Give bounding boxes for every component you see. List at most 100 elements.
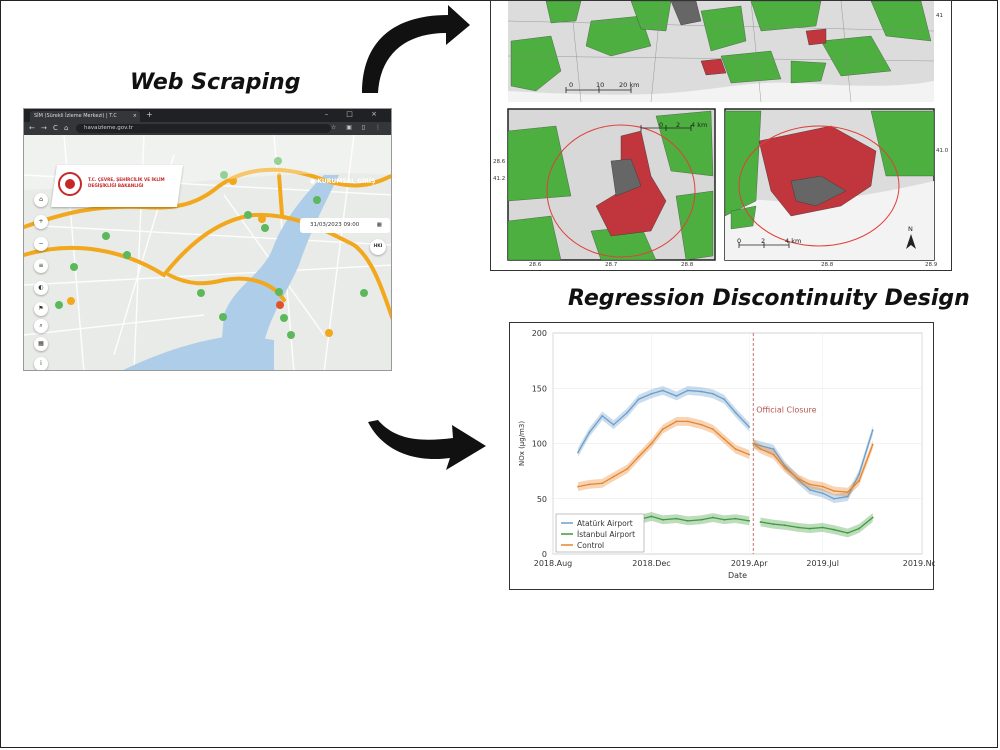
series-line [760, 517, 874, 534]
y-tick-label: 200 [532, 329, 547, 338]
series-point [833, 490, 835, 492]
series-point [626, 411, 629, 414]
rdd-heading: Regression Discontinuity Design [568, 286, 970, 311]
series-point [752, 442, 755, 445]
x-tick-label: 2018.Aug [534, 559, 573, 568]
map-side-button-3[interactable]: ≡ [34, 259, 48, 273]
series-point [675, 517, 678, 520]
map-panel-top [507, 1, 935, 103]
x-tick-label: 2019.Nov [903, 559, 935, 568]
url-input[interactable]: havaizleme.gov.tr [76, 124, 331, 133]
series-point [626, 468, 629, 470]
back-icon[interactable]: ← [29, 124, 35, 132]
x-tick-label: 2019.Jul [806, 559, 839, 568]
bl-lon-label-3: 28.8 [681, 262, 694, 268]
hki-button[interactable]: HKI [370, 239, 386, 255]
series-point [637, 398, 640, 401]
login-label: KURUMSAL GİRİŞ [317, 178, 376, 185]
series-point [577, 451, 579, 454]
series-point [821, 492, 824, 495]
map-side-button-7[interactable]: ▦ [34, 337, 48, 351]
map-side-button-2[interactable]: − [34, 237, 48, 251]
series-point [686, 519, 689, 522]
map-panel-bottom-right [724, 108, 935, 261]
series-point [650, 442, 653, 445]
series-point [734, 448, 737, 450]
top-scale-0: 0 [569, 81, 574, 89]
series-point [661, 428, 664, 431]
map-side-button-1[interactable]: + [34, 215, 48, 229]
map-side-button-5[interactable]: ⚑ [34, 302, 48, 316]
series-point [711, 516, 714, 519]
address-bar-icons[interactable]: ☆ ▣ ▯ ⋮ [330, 124, 385, 131]
series-point [783, 464, 786, 467]
home-icon[interactable]: ⌂ [64, 124, 69, 132]
calendar-icon[interactable]: ▦ [376, 222, 382, 228]
login-link[interactable]: ● KURUMSAL GİRİŞ [310, 178, 376, 185]
top-scale-20: 20 km [619, 81, 640, 89]
legend-label: Control [577, 541, 604, 550]
air-quality-map[interactable]: T.C. ÇEVRE, ŞEHİRCİLİK VE İKLİM DEĞİŞİKL… [24, 135, 391, 370]
series-point [711, 428, 714, 431]
datetime-picker[interactable]: 31/03/2023 09:00 ▦ [300, 218, 390, 233]
series-point [797, 477, 800, 480]
series-point [675, 395, 678, 397]
series-point [734, 517, 737, 520]
bl-lon-label-1: 28.6 [529, 262, 542, 268]
tab-close-icon[interactable]: × [132, 113, 137, 119]
series-point [723, 518, 726, 521]
series-point [772, 523, 775, 526]
north-arrow-icon [906, 234, 916, 249]
series-point [686, 420, 689, 423]
datetime-value: 31/03/2023 09:00 [310, 222, 360, 228]
map-side-button-4[interactable]: ◐ [34, 281, 48, 295]
br-lat-label: 41.0 [936, 148, 949, 154]
ministry-logo [58, 172, 82, 196]
series-point [858, 527, 860, 530]
series-band [578, 386, 750, 457]
series-point [759, 448, 762, 450]
series-point [748, 453, 751, 456]
series-point [650, 515, 653, 518]
series-point [808, 483, 811, 486]
address-bar: ← → C ⌂ havaizleme.gov.tr ☆ ▣ ▯ ⋮ [24, 122, 391, 135]
br-scale-2: 2 [761, 237, 766, 245]
browser-tab[interactable]: SİM (Sürekli İzleme Merkezi) | T.C × [30, 111, 140, 122]
bl-scale-0: 0 [659, 121, 664, 129]
bl-lat-label-2: 41.2 [493, 176, 506, 182]
br-scale-4: 4 km [785, 237, 802, 245]
map-side-button-8[interactable]: i [34, 357, 48, 370]
map-side-button-6[interactable]: ⌕ [34, 319, 48, 333]
series-point [686, 389, 689, 392]
series-point [711, 392, 714, 395]
series-point [871, 516, 874, 519]
window-controls[interactable]: – □ × [324, 110, 385, 118]
series-point [675, 420, 678, 423]
series-point [637, 455, 640, 458]
map-side-button-0[interactable]: ⌂ [34, 193, 48, 207]
series-point [723, 438, 726, 440]
series-point [772, 453, 775, 456]
series-point [846, 491, 849, 494]
forward-icon[interactable]: → [41, 124, 47, 132]
br-scale-0: 0 [737, 237, 742, 245]
district-maps-canvas [507, 1, 935, 261]
series-point [871, 429, 874, 432]
bl-scale-4: 4 km [691, 121, 708, 129]
legend-label: İstanbul Airport [577, 530, 635, 539]
top-lat-label: 41 [936, 13, 943, 19]
new-tab-icon[interactable]: + [146, 110, 153, 119]
arrow-to-chart [368, 420, 486, 470]
ministry-name: T.C. ÇEVRE, ŞEHİRCİLİK VE İKLİM DEĞİŞİKL… [88, 177, 165, 188]
series-point [577, 485, 579, 488]
legend-label: Atatürk Airport [577, 519, 633, 528]
series-point [700, 518, 703, 521]
y-tick-label: 150 [532, 384, 547, 393]
reload-icon[interactable]: C [53, 124, 58, 132]
series-band [760, 513, 873, 538]
map-panel-bottom-left [507, 108, 716, 261]
tab-title: SİM (Sürekli İzleme Merkezi) | T.C [34, 113, 117, 119]
web-scraping-heading: Web Scraping [130, 70, 301, 95]
series-point [612, 423, 615, 426]
